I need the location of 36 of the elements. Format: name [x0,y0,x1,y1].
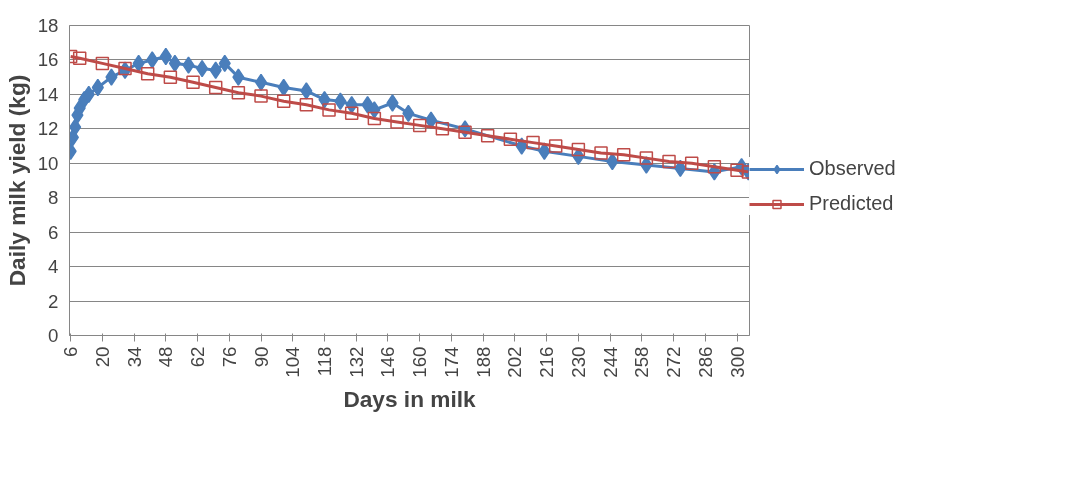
x-tick-label: 188 [472,346,494,378]
x-tick-label: 20 [91,346,113,368]
y-tick-label: 14 [37,83,59,105]
y-tick-label: 6 [48,221,59,243]
legend-label: Observed [809,157,896,180]
x-tick-label: 272 [663,346,685,378]
x-tick-label: 132 [345,346,367,378]
x-tick-label: 104 [282,346,304,378]
x-tick-label: 34 [123,346,145,368]
x-tick-label: 286 [694,346,716,378]
x-tick-label: 6 [60,346,82,357]
x-tick-label: 76 [218,346,240,368]
x-tick-label: 48 [155,346,177,368]
x-tick-label: 244 [599,346,621,378]
legend-label: Predicted [809,192,894,215]
y-tick-label: 16 [37,49,59,71]
y-tick-label: 8 [48,187,59,209]
x-tick-label: 62 [187,346,209,368]
x-tick-label: 202 [504,346,526,378]
y-axis-title: Daily milk yield (kg) [3,74,30,287]
x-tick-label: 216 [536,346,558,378]
x-tick-label: 300 [726,346,748,378]
y-tick-label: 12 [37,118,59,140]
x-tick-label: 230 [567,346,589,378]
y-tick-label: 2 [48,290,59,312]
x-tick-label: 174 [440,346,462,378]
x-tick-label: 146 [377,346,399,378]
y-tick-label: 18 [37,15,59,36]
y-tick-label: 10 [37,152,59,174]
x-axis-title: Days in milk [343,385,477,412]
y-tick-label: 0 [48,325,59,346]
x-tick-label: 160 [409,346,431,378]
x-tick-label: 90 [250,346,272,368]
y-tick-label: 4 [48,256,59,278]
x-tick-label: 258 [631,346,653,378]
x-tick-label: 118 [314,346,335,377]
